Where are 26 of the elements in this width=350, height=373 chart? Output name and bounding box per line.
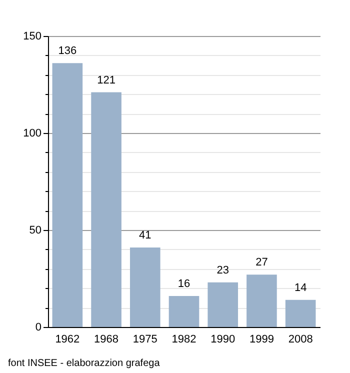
bar (52, 63, 83, 327)
bar (246, 274, 277, 327)
y-tick-label: 100 (23, 128, 42, 140)
y-tick-label: 50 (29, 224, 42, 236)
x-tick-label: 1990 (210, 334, 236, 346)
x-tick-label: 2008 (288, 334, 313, 346)
data-label: 16 (178, 278, 190, 290)
y-tick-label: 150 (23, 30, 42, 42)
data-label: 23 (216, 264, 229, 276)
bar (208, 282, 238, 327)
x-tick-label: 1962 (55, 334, 80, 346)
x-tick-label: 1968 (94, 334, 119, 346)
text: font INSEE - elaborazzion grafega (8, 358, 160, 369)
data-label: 136 (58, 45, 77, 58)
data-label: 121 (97, 74, 116, 86)
data-label: 27 (256, 256, 268, 269)
bar (91, 92, 122, 327)
x-tick-label: 1999 (249, 334, 274, 346)
x-tick-label: 1975 (132, 334, 158, 346)
y-tick-label: 0 (35, 322, 42, 334)
bar (168, 296, 200, 327)
bar (130, 247, 160, 327)
x-tick-label: 1982 (172, 334, 196, 346)
data-label: 41 (139, 229, 152, 242)
data-label: 14 (294, 282, 307, 294)
bar (285, 300, 316, 327)
